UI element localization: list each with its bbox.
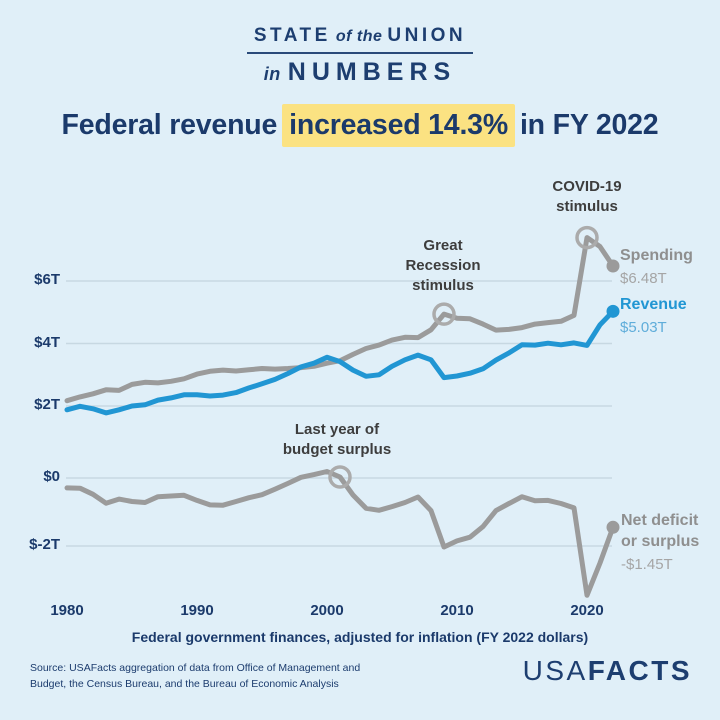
annotation-ring-great-recession — [432, 302, 456, 326]
logo-state-text: STATE — [253, 25, 331, 46]
annotation-line: Recession — [405, 257, 481, 274]
annotation-budget-surplus: Last year of budget surplus — [247, 420, 427, 460]
logo-numbers-text: NUMBERS — [287, 58, 457, 86]
usafacts-logo-usa: USA — [522, 655, 588, 686]
logo-bottom-line: in NUMBERS — [0, 58, 720, 87]
annotation-line: COVID-19 — [552, 178, 622, 195]
y-axis-tick-label: $4T — [34, 333, 60, 351]
revenue-name: Revenue — [620, 296, 687, 313]
usafacts-logo: USAFACTS — [523, 655, 692, 687]
y-axis-tick-label: $6T — [34, 271, 60, 288]
usafacts-logo-facts: FACTS — [587, 655, 692, 686]
revenue-line — [64, 308, 616, 416]
spending-value: $6.48T — [620, 270, 667, 287]
source-line-2: Budget, the Census Bureau, and the Burea… — [30, 678, 339, 690]
state-of-the-union-logo: STATE of the UNION in NUMBERS — [0, 25, 720, 87]
spending-end-dot — [606, 259, 620, 273]
spending-series-label: Spending $6.48T — [620, 245, 693, 289]
net-deficit-name-line1: Net deficit — [621, 512, 699, 529]
x-axis-tick-label: 1990 — [180, 602, 214, 619]
net-deficit-series-label: Net deficit or surplus -$1.45T — [621, 510, 699, 575]
annotation-ring-budget-surplus — [328, 465, 352, 489]
annotation-ring-covid — [575, 225, 599, 250]
net-end-dot — [606, 520, 620, 534]
logo-top-line: STATE of the UNION — [0, 25, 720, 47]
spending-line — [64, 235, 616, 404]
chart-caption: Federal government finances, adjusted fo… — [131, 629, 589, 645]
source-line-1: Source: USAFacts aggregation of data fro… — [30, 662, 361, 674]
headline-pre: Federal revenue — [61, 109, 278, 141]
revenue-end-dot — [606, 304, 620, 318]
annotation-line: budget surplus — [282, 441, 392, 458]
logo-in-text: in — [263, 64, 281, 84]
logo-divider-rule — [247, 52, 473, 54]
annotation-line: stimulus — [412, 277, 474, 294]
annotation-line: Great — [423, 237, 463, 254]
net-line — [64, 469, 616, 598]
y-axis-tick-label: $2T — [34, 396, 60, 413]
net-deficit-value: -$1.45T — [621, 556, 673, 573]
spending-name: Spending — [620, 247, 693, 264]
page-title: Federal revenue increased 14.3% in FY 2022 — [0, 103, 720, 147]
annotation-covid-stimulus: COVID-19 stimulus — [507, 177, 667, 217]
annotation-line: Last year of — [294, 421, 380, 438]
x-axis-tick-label: 1980 — [50, 602, 84, 619]
annotation-great-recession: Great Recession stimulus — [363, 236, 523, 296]
headline-post: in FY 2022 — [519, 109, 659, 141]
net-deficit-name-line2: or surplus — [621, 533, 700, 550]
y-axis-tick-label: $-2T — [29, 536, 60, 553]
revenue-value: $5.03T — [620, 319, 667, 336]
revenue-series-label: Revenue $5.03T — [620, 294, 687, 338]
annotation-line: stimulus — [556, 198, 618, 215]
x-axis-tick-label: 2000 — [310, 602, 344, 619]
source-attribution: Source: USAFacts aggregation of data fro… — [30, 660, 430, 692]
x-axis-tick-label: 2010 — [440, 602, 474, 619]
headline-highlight: increased 14.3% — [282, 104, 515, 147]
x-axis-tick-label: 2020 — [570, 602, 604, 619]
logo-union-text: UNION — [387, 25, 467, 46]
logo-ofthe-text: of the — [335, 28, 383, 45]
y-axis-tick-label: $0 — [43, 468, 60, 485]
